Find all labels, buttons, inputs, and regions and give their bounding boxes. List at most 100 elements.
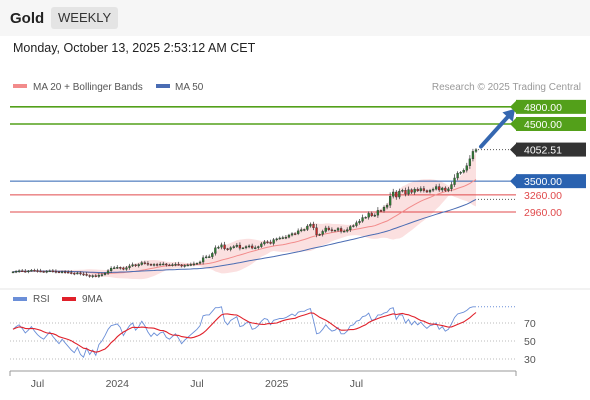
level-label-support: 3260.00 (524, 190, 562, 202)
candle (450, 181, 453, 192)
candle (122, 266, 125, 271)
timeframe-badge[interactable]: WEEKLY (51, 7, 119, 29)
candle (73, 272, 76, 276)
rsi-ma-legend-swatch (62, 297, 76, 301)
candle (63, 270, 67, 274)
candle (413, 187, 416, 195)
candle (468, 155, 472, 169)
candle (244, 245, 248, 250)
candle (312, 221, 315, 231)
candle (171, 263, 174, 267)
x-tick-label: Jul (31, 378, 44, 390)
candle (33, 268, 36, 272)
candle (79, 271, 82, 276)
candle (42, 270, 45, 273)
rsi-legend-swatch (13, 297, 27, 301)
candle (205, 254, 208, 259)
candle (27, 270, 30, 274)
candle (192, 261, 196, 267)
level-label-resistance: 4500.00 (524, 119, 562, 131)
candle (11, 271, 15, 274)
last-price-label: 4052.51 (524, 145, 562, 157)
candle (232, 244, 235, 249)
candle (379, 209, 383, 212)
candle (88, 274, 91, 278)
level-label-pivot: 3500.00 (524, 176, 562, 188)
candle (241, 247, 245, 250)
candle (57, 271, 61, 274)
candle (401, 188, 404, 193)
candle (266, 240, 269, 244)
candle (137, 263, 140, 268)
candle (382, 205, 386, 213)
candle (24, 268, 27, 273)
candle (247, 244, 251, 249)
ma50-legend-swatch (156, 84, 170, 88)
candle (113, 265, 116, 270)
ma20-legend-label: MA 20 + Bollinger Bands (33, 82, 143, 93)
level-label-support: 2960.00 (524, 207, 562, 219)
last-price-tag-pointer (510, 142, 517, 157)
level-lines-layer (10, 106, 516, 213)
candle (162, 261, 165, 266)
candle (392, 188, 395, 199)
forecast-arrow-shaft (479, 115, 510, 149)
candle (309, 222, 312, 228)
candle (67, 270, 70, 274)
candle (438, 183, 441, 192)
candle (131, 262, 134, 267)
candle (388, 192, 392, 209)
candle (364, 216, 367, 219)
rsi-tick-label: 70 (524, 318, 536, 330)
candle (361, 214, 364, 223)
candle (195, 262, 199, 265)
candle (404, 187, 407, 197)
candle (119, 266, 122, 270)
candle (186, 263, 189, 267)
candle (116, 265, 119, 269)
rsi-ma-line (12, 312, 477, 353)
candle (260, 242, 263, 248)
candle (272, 238, 275, 246)
candle (263, 240, 266, 246)
candle (100, 272, 104, 277)
x-tick-label: 2024 (106, 378, 130, 390)
candle (303, 228, 306, 232)
candle (155, 262, 159, 267)
candle (410, 188, 413, 195)
candle (343, 229, 346, 233)
candle (447, 187, 450, 193)
candle (293, 232, 297, 236)
candle (373, 213, 376, 218)
candle (14, 270, 18, 274)
candle (180, 263, 183, 268)
ma20-legend-swatch (13, 84, 27, 88)
level-tag-pivot (516, 174, 586, 189)
candle (318, 233, 321, 237)
candle (275, 237, 278, 242)
candle (146, 261, 150, 266)
level-label-resistance: 4800.00 (524, 102, 562, 114)
level-labels-layer: 4800.00 4500.00 3500.00 3260.00 2960.00 4052.… (478, 99, 586, 219)
candle (453, 174, 456, 187)
candle (422, 186, 426, 193)
candle (103, 272, 107, 276)
rsi-ma-legend-label: 9MA (82, 294, 103, 305)
candle (97, 273, 101, 278)
candle (201, 255, 205, 265)
x-tick-label: Jul (190, 378, 203, 390)
candle (159, 262, 162, 266)
candles-layer (11, 148, 478, 279)
candle (106, 269, 110, 275)
candle (82, 272, 85, 276)
level-tag-pointer (510, 117, 517, 131)
level-tag-resistance (516, 99, 586, 114)
candle (217, 245, 220, 250)
datetime-label: Monday, October 13, 2025 2:53:12 AM CET (13, 41, 256, 55)
candle (251, 243, 254, 250)
candle (444, 186, 447, 192)
candle (168, 263, 171, 267)
candle (339, 226, 343, 234)
candle (189, 262, 192, 267)
